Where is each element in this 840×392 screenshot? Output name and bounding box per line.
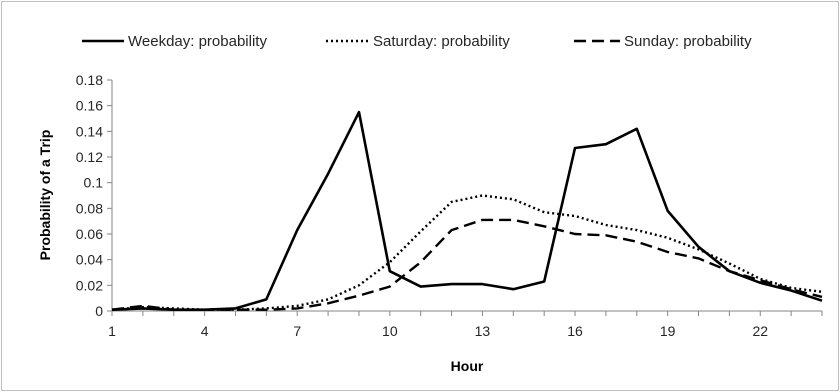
- legend-label: Sunday: probability: [624, 33, 752, 50]
- series-line-solid: [111, 110, 823, 312]
- y-tick-label: 0.06: [76, 226, 103, 242]
- y-tick-label: 0.16: [76, 98, 103, 114]
- y-tick-label: 0.12: [76, 149, 103, 165]
- x-axis: 1 4 7 10 13 16 19 22: [108, 310, 823, 339]
- series-layer: [111, 110, 823, 312]
- x-tick-label: 1: [108, 323, 116, 339]
- series-line-dashed: [111, 218, 823, 311]
- y-tick-label: 0: [95, 303, 103, 319]
- x-tick-label: 4: [201, 323, 209, 339]
- x-tick-label: 16: [567, 323, 583, 339]
- legend: Weekday: probability Saturday: probabilit…: [82, 33, 752, 50]
- x-tick-label: 7: [293, 323, 301, 339]
- y-axis: 0 0.02 0.04 0.06 0.08 0.1 0.12 0.14 0.16 0.18: [76, 72, 113, 319]
- y-axis-title: Probability of a Trip: [37, 130, 53, 261]
- x-tick-label: 22: [752, 323, 768, 339]
- x-tick-label: 10: [382, 323, 398, 339]
- y-tick-label: 0.1: [84, 175, 104, 191]
- y-tick-label: 0.14: [76, 123, 103, 139]
- x-axis-title: Hour: [451, 358, 484, 374]
- y-tick-label: 0.08: [76, 200, 103, 216]
- x-tick-label: 13: [475, 323, 491, 339]
- legend-label: Weekday: probability: [128, 33, 267, 50]
- y-tick-label: 0.18: [76, 72, 103, 88]
- x-tick-label: 19: [660, 323, 676, 339]
- y-tick-label: 0.04: [76, 252, 103, 268]
- series-line-dotted: [111, 194, 823, 311]
- legend-label: Saturday: probability: [373, 33, 510, 50]
- y-tick-label: 0.02: [76, 277, 103, 293]
